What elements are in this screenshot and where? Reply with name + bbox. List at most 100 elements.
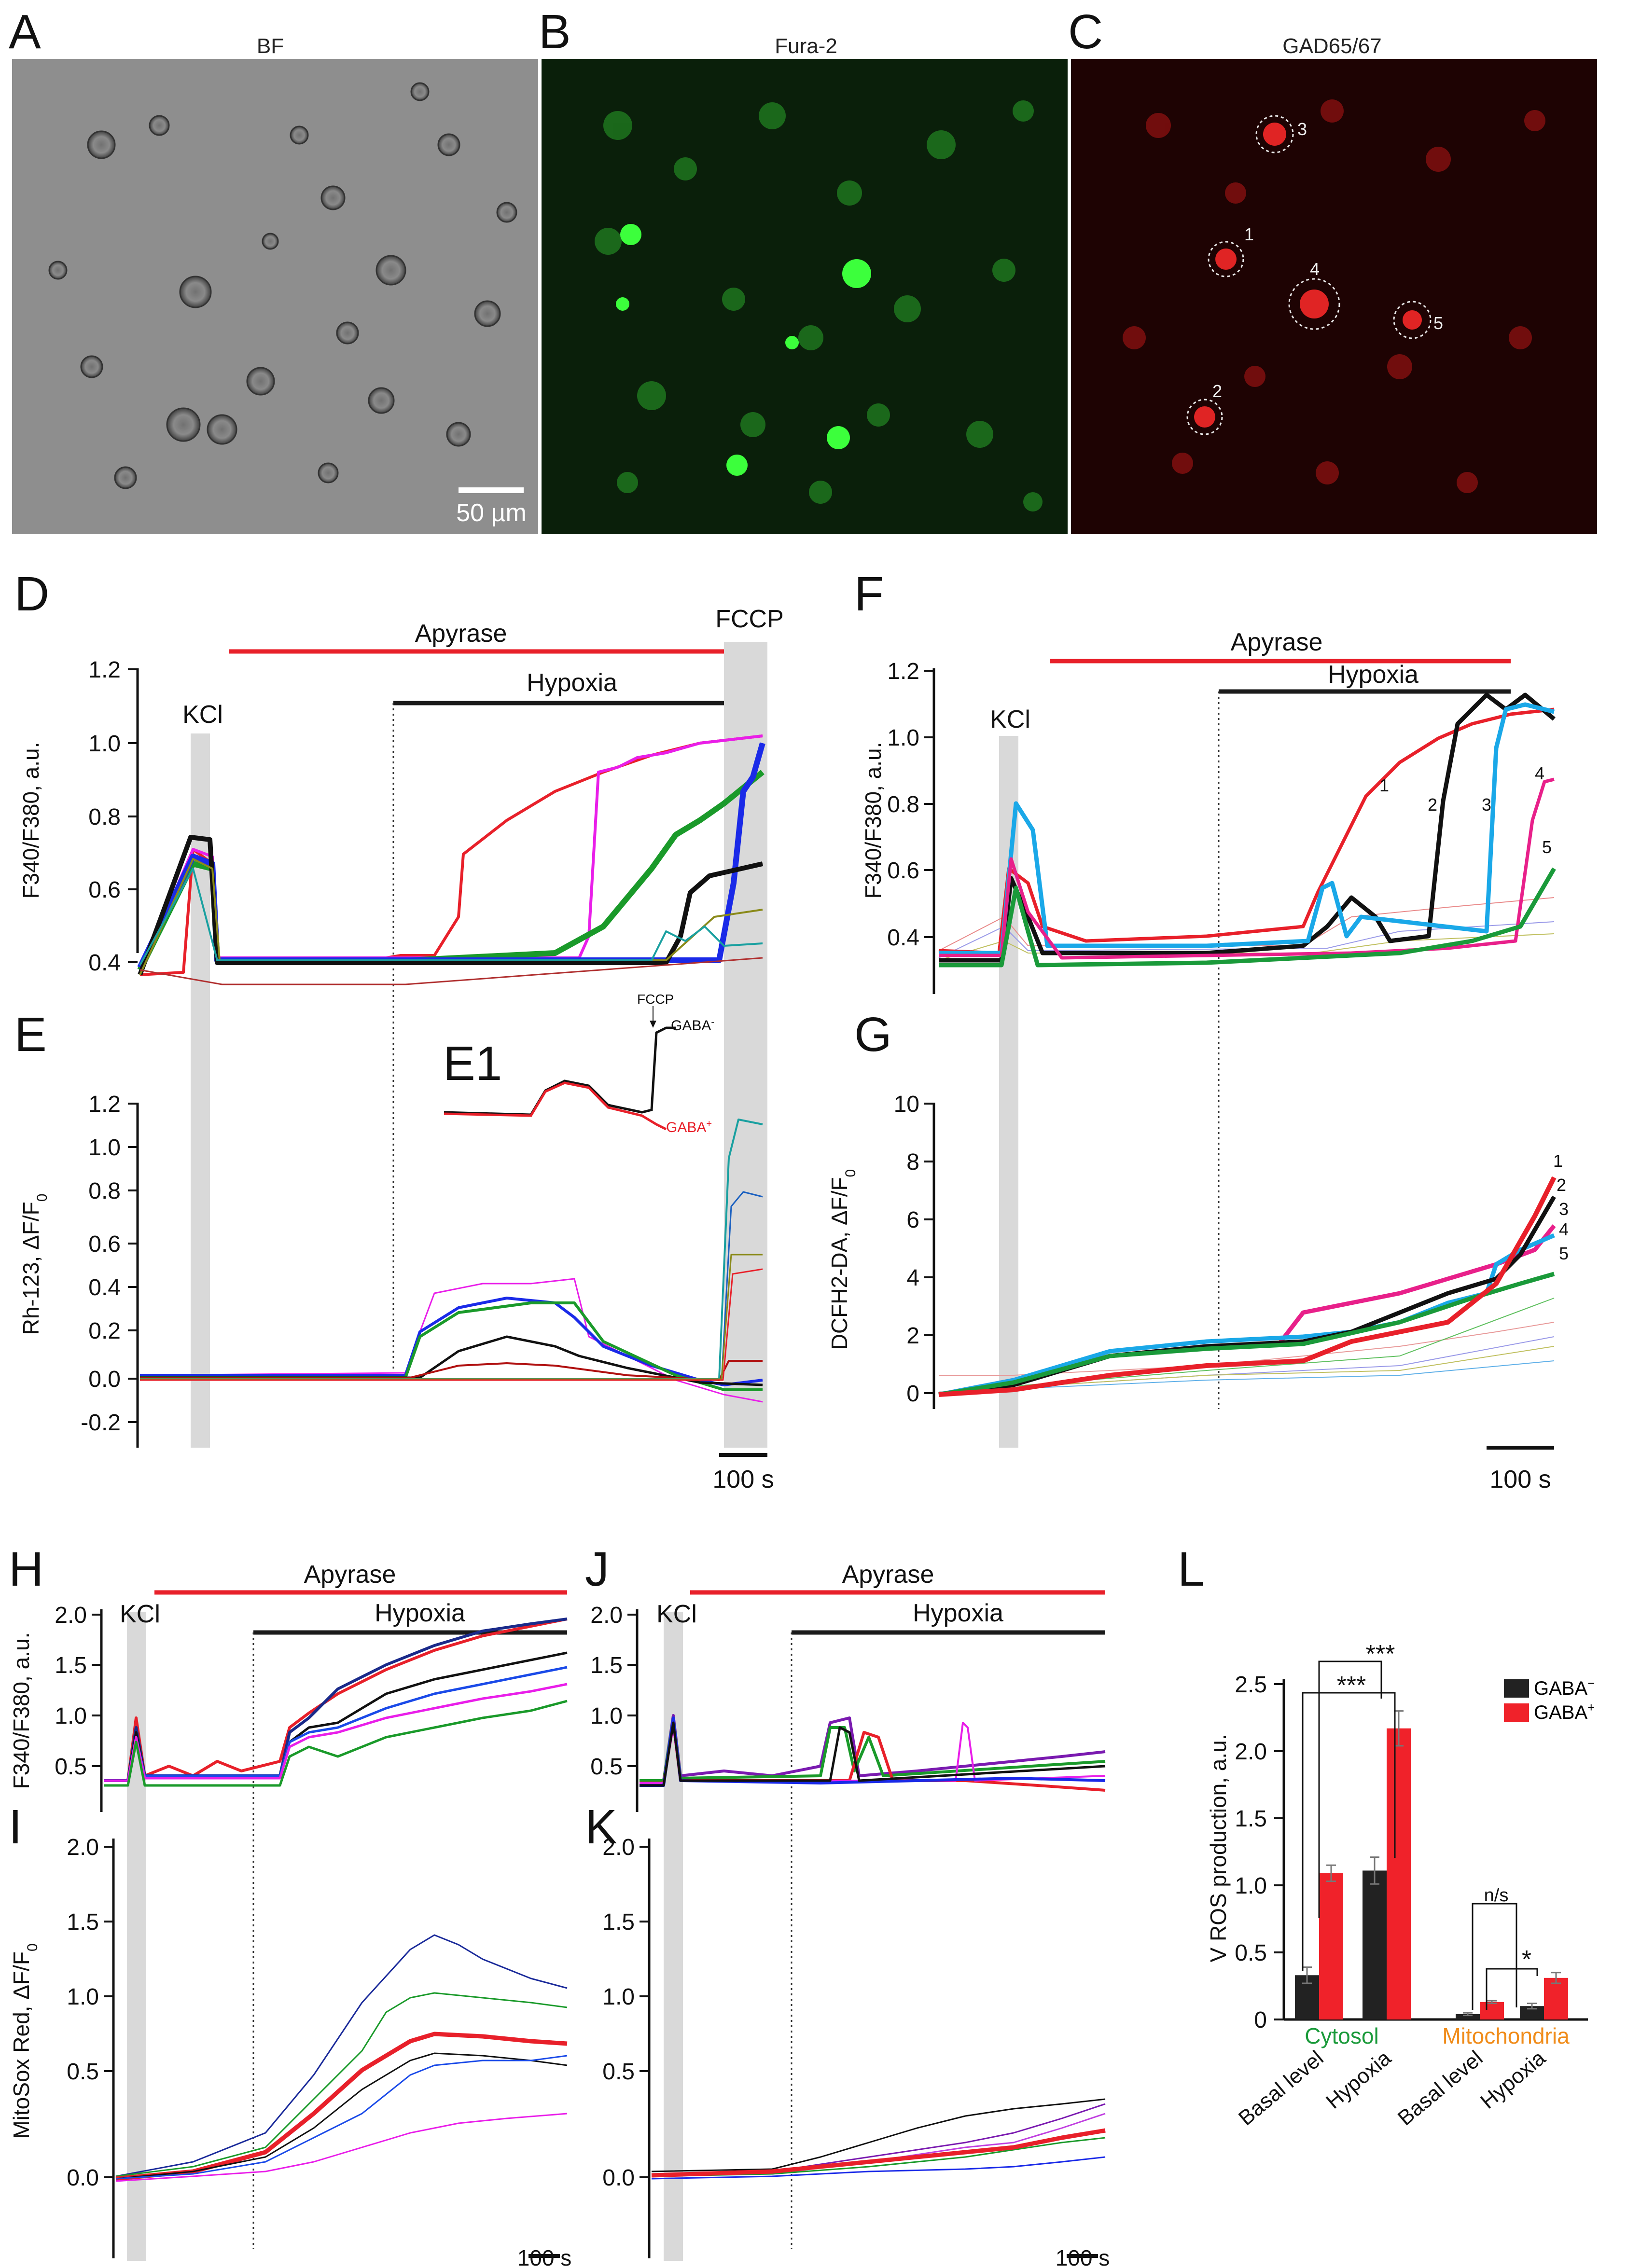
trace-label: 1 xyxy=(1553,1151,1563,1171)
y-tick-label: 0.5 xyxy=(590,1754,623,1780)
scale-bar-g: 100 s xyxy=(1489,1466,1551,1494)
trace-magenta xyxy=(139,1278,763,1403)
y-tick-label: 2.5 xyxy=(1235,1672,1267,1698)
trace-teal xyxy=(140,1119,763,1380)
y-tick-label: 10 xyxy=(894,1092,919,1117)
panel-h: H Apyrase Hypoxia KCl 2.0 1.5 1.0 0.5 F3… xyxy=(9,1542,568,2261)
trace-teal xyxy=(139,868,763,966)
y-tick-label: 1.5 xyxy=(590,1653,623,1678)
bar-gaba-pos xyxy=(1319,1873,1343,2019)
trace-red xyxy=(938,1176,1557,1397)
trace-blue xyxy=(140,1297,763,1386)
trace-label: 5 xyxy=(1542,837,1552,857)
trace-black xyxy=(115,2052,568,2180)
trace-green xyxy=(115,1992,568,2177)
y-tick-label: 0.6 xyxy=(887,858,919,884)
sig-label: *** xyxy=(1366,1640,1395,1668)
cell-label: 5 xyxy=(1433,313,1443,333)
y-axis-label: DCFH2-DA, ΔF/F0 xyxy=(827,1169,859,1350)
brightfield-image: 50 µm xyxy=(12,59,538,534)
trace-magenta xyxy=(139,734,763,973)
trace-green xyxy=(651,2137,1106,2177)
y-ticks xyxy=(104,1846,113,2178)
sig-label: *** xyxy=(1337,1672,1366,1700)
y-tick-label: 0.8 xyxy=(88,1178,121,1204)
trace-darkred xyxy=(139,957,763,985)
panel-letter-h: H xyxy=(9,1542,43,1596)
significance xyxy=(1302,1660,1538,2010)
panel-d: D Apyrase Hypoxia FCCP KCl 1.2 1.0 0.8 0… xyxy=(14,567,784,1448)
legend-swatch-gaba-neg xyxy=(1504,1679,1529,1698)
category-label: Basal level xyxy=(1234,2046,1328,2130)
bars xyxy=(1295,1710,1568,2019)
y-ticks xyxy=(627,1614,637,1767)
bar-gaba-pos xyxy=(1480,2002,1504,2019)
hypoxia-label: Hypoxia xyxy=(375,1599,465,1627)
panel-letter-k: K xyxy=(585,1800,617,1854)
trace-thin-2 xyxy=(938,921,1555,958)
y-axis-label: F340/F380, a.u. xyxy=(9,1632,34,1789)
inset-trace-red xyxy=(444,1081,667,1131)
trace-blue xyxy=(137,742,765,969)
y-tick-label: -0.2 xyxy=(81,1410,121,1436)
apyrase-label: Apyrase xyxy=(1231,628,1323,656)
trace-label: 4 xyxy=(1559,1219,1569,1239)
kcl-label: KCl xyxy=(182,701,223,729)
trace-label: 3 xyxy=(1482,795,1491,815)
error-bar xyxy=(1487,2000,1497,2005)
cell-label: 4 xyxy=(1310,259,1320,279)
sig-label: n/s xyxy=(1484,1885,1509,1906)
apyrase-label: Apyrase xyxy=(415,620,507,648)
trace-olive xyxy=(140,1254,763,1380)
y-ticks xyxy=(924,670,934,938)
cell-label: 1 xyxy=(1244,224,1254,244)
y-tick-label: 1.0 xyxy=(1235,1873,1267,1899)
trace-black xyxy=(651,2098,1106,2172)
bar-gaba-neg xyxy=(1363,1870,1387,2019)
y-axis-label: F340/F380, a.u. xyxy=(18,742,43,899)
y-tick-label: 6 xyxy=(906,1207,919,1233)
y-tick-label: 0.0 xyxy=(602,2165,635,2191)
y-tick-label: 0.5 xyxy=(1235,1940,1267,1966)
gad-image: 3 1 4 5 2 xyxy=(1071,59,1597,534)
y-tick-label: 0.6 xyxy=(88,1231,121,1257)
panel-g: G 10 8 6 4 2 0 DCFH2-DA, ΔF/F0 1 2 3 4 5… xyxy=(827,1008,1569,1494)
y-tick-label: 0.0 xyxy=(67,2165,99,2191)
y-tick-label: 2.0 xyxy=(67,1835,99,1860)
y-axis-label: MitoSox Red, ΔF/F0 xyxy=(9,1943,41,2139)
y-tick-label: 0.5 xyxy=(67,2059,99,2085)
hypoxia-label: Hypoxia xyxy=(1328,661,1418,689)
y-tick-label: 4 xyxy=(906,1265,919,1291)
trace-red xyxy=(139,734,763,976)
y-tick-label: 0 xyxy=(1254,2007,1267,2033)
trace-label: 4 xyxy=(1535,763,1544,783)
panel-c-title: GAD65/67 xyxy=(1282,34,1381,58)
y-ticks xyxy=(128,668,138,963)
scale-bar-k: 100 s xyxy=(1056,2245,1110,2268)
y-tick-label: 2.0 xyxy=(590,1603,623,1628)
y-tick-label: 0.4 xyxy=(887,925,919,951)
trace-blue xyxy=(115,1934,568,2177)
error-bar xyxy=(1527,2003,1537,2010)
bar-gaba-pos xyxy=(1387,1728,1411,2019)
panel-j: J Apyrase Hypoxia KCl 2.0 1.5 1.0 0.5 xyxy=(585,1542,1106,2261)
trace-black xyxy=(939,692,1556,963)
panel-letter-e1: E1 xyxy=(443,1037,502,1091)
trace-blue xyxy=(938,1233,1555,1397)
panel-letter-i: I xyxy=(9,1800,22,1854)
legend-label-gaba-neg: GABA− xyxy=(1534,1676,1595,1699)
kcl-band xyxy=(127,1612,146,2261)
y-ticks xyxy=(924,1103,934,1394)
trace-black xyxy=(138,835,764,976)
y-tick-label: 2.0 xyxy=(1235,1739,1267,1765)
y-tick-label: 0.5 xyxy=(602,2059,635,2085)
y-tick-label: 8 xyxy=(906,1149,919,1175)
y-tick-label: 0.5 xyxy=(55,1754,87,1780)
y-ticks xyxy=(128,1103,138,1423)
trace-green xyxy=(137,770,765,971)
panel-letter-c: C xyxy=(1068,5,1103,59)
error-bar xyxy=(1302,1966,1312,1984)
kcl-label: KCl xyxy=(656,1600,697,1628)
trace-black xyxy=(640,1721,1106,1787)
trace-blue xyxy=(651,2156,1106,2180)
